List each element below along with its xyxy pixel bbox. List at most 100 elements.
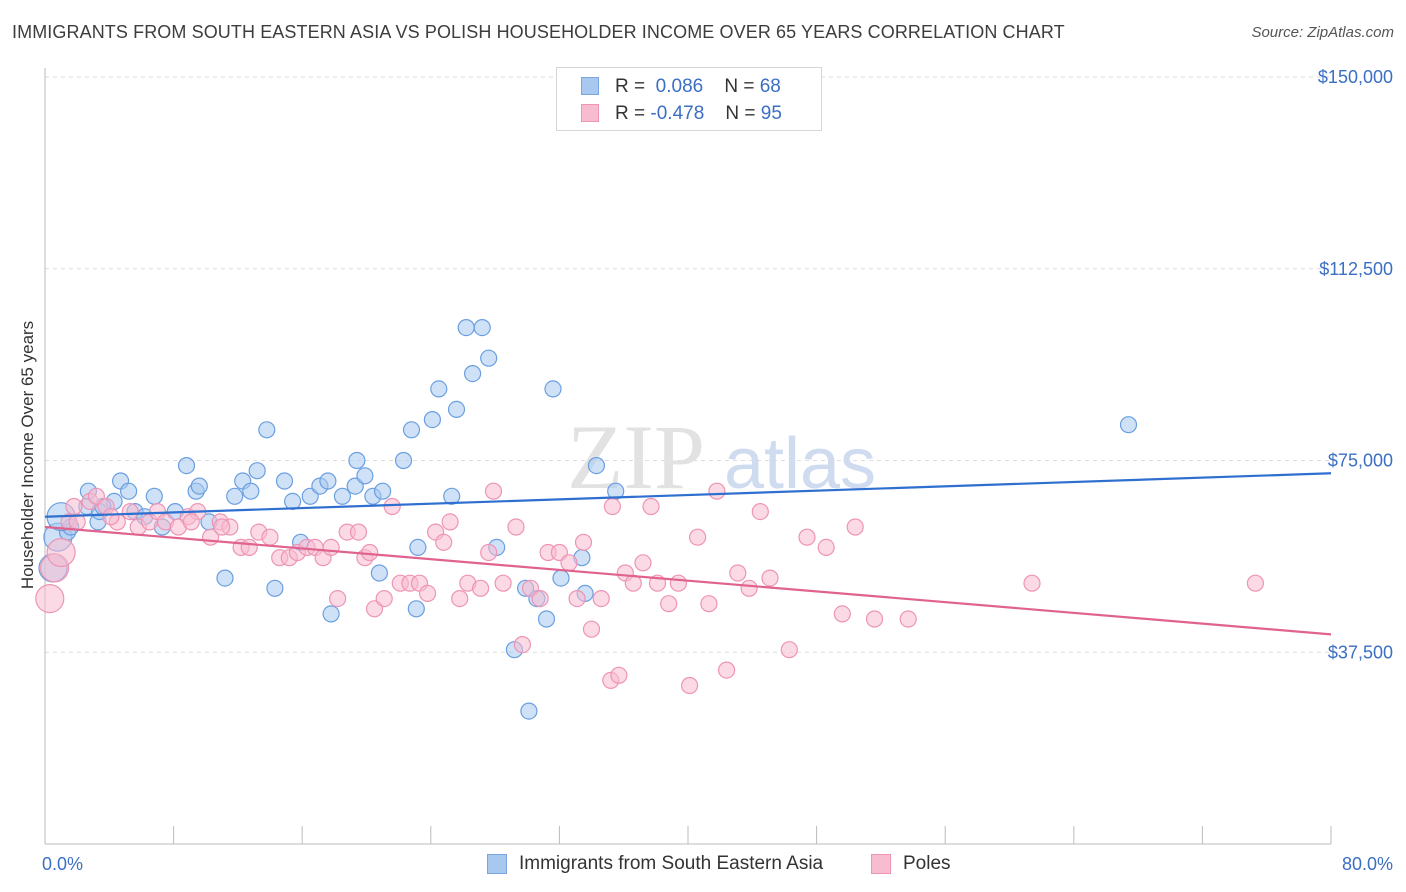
y-tick-label: $75,000 [1328,451,1393,471]
poles-point [708,482,726,500]
poles-point [761,569,779,587]
sea-point [322,605,340,623]
poles-point [472,579,490,597]
sea-point [473,319,491,337]
poles-point [531,589,549,608]
sea-point [177,457,196,475]
poles-point [634,554,652,572]
poles-point [574,533,593,551]
poles-point [592,589,610,608]
legend-r-value: -0.478 [650,103,705,124]
sea-point [394,451,413,470]
sea-point [537,610,556,628]
poles-point [240,538,258,557]
y-axis-title: Householder Income Over 65 years [18,321,37,589]
sea-point [370,564,388,582]
sea-point [587,457,606,475]
sea-point [226,487,244,505]
poles-point [700,595,718,613]
sea-point [552,569,570,587]
poles-point [375,589,393,608]
poles-point [451,589,469,608]
sea-point [409,538,427,557]
poles-point [322,538,340,557]
poles-point [46,537,76,568]
sea-point [430,380,448,398]
sea-point [120,482,138,500]
poles-point [717,661,736,679]
watermark-zip: ZIP [567,406,705,508]
poles-point [102,508,120,526]
stats-legend: R = 0.086 N = 68 R = -0.478 N = 95 [556,67,822,131]
x-tick-label-min: 0.0% [42,854,83,874]
sea-point [407,600,425,618]
sea-point [145,487,163,505]
legend-r-label: R = [615,76,646,97]
poles-point [729,564,747,582]
sea-point [190,477,208,495]
poles-point [261,528,279,546]
poles-point [603,497,622,516]
bottom-legend-label-poles: Poles [903,853,951,874]
poles-point [361,543,379,562]
poles-point [419,584,437,603]
sea-point [258,421,276,439]
legend-r-label: R = [615,103,646,124]
sea-point [348,451,366,470]
poles-point [121,503,139,521]
sea-point [284,492,302,510]
poles-point [669,574,688,592]
sea-point [544,380,562,398]
poles-point [780,641,798,659]
poles-point [798,528,816,546]
poles-point [1023,574,1041,592]
sea-point [275,472,294,490]
legend-swatch-sea [581,77,599,95]
sea-point [423,411,441,429]
poles-point [846,518,864,536]
axes [44,68,1332,845]
sea-point [333,487,351,505]
poles-point [507,518,525,536]
legend-n-value: 95 [760,103,782,124]
sea-point [216,569,234,587]
y-tick-label: $150,000 [1318,67,1393,87]
sea-point [480,349,498,367]
y-tick-label: $37,500 [1328,642,1393,662]
poles-point [383,497,401,516]
gridlines [45,76,1331,653]
sea-point [447,400,466,418]
bottom-legend-swatch-sea [487,854,507,874]
sea-point [457,319,475,337]
sea-point [356,467,374,485]
poles-point [833,605,851,623]
sea-point [248,462,266,480]
sea-point [402,421,421,439]
y-tick-label: $112,500 [1319,259,1393,279]
chart-title: IMMIGRANTS FROM SOUTH EASTERN ASIA VS PO… [12,22,1065,42]
legend-n-label: N = [725,103,756,124]
poles-point [1246,574,1265,592]
legend-n-value: 68 [759,76,781,97]
poles-point [213,518,231,536]
poles-point [740,579,758,597]
poles-point [182,513,200,531]
legend-swatch-poles [581,104,599,122]
bottom-legend-swatch-poles [871,854,891,874]
poles-point [642,497,660,516]
poles-point [865,610,884,628]
poles-point [441,513,459,531]
x-tick-label-max: 80.0% [1342,854,1393,874]
legend-n-label: N = [724,76,755,97]
poles-point [751,503,769,521]
poles-point [65,497,83,516]
sea-point [520,702,538,720]
poles-point [582,620,601,638]
data-points [35,319,1265,720]
sea-trend-line [44,472,1332,518]
poles-point [329,589,347,608]
poles-point [680,676,699,695]
sea-point [443,487,461,505]
legend-r-value: 0.086 [655,76,704,97]
